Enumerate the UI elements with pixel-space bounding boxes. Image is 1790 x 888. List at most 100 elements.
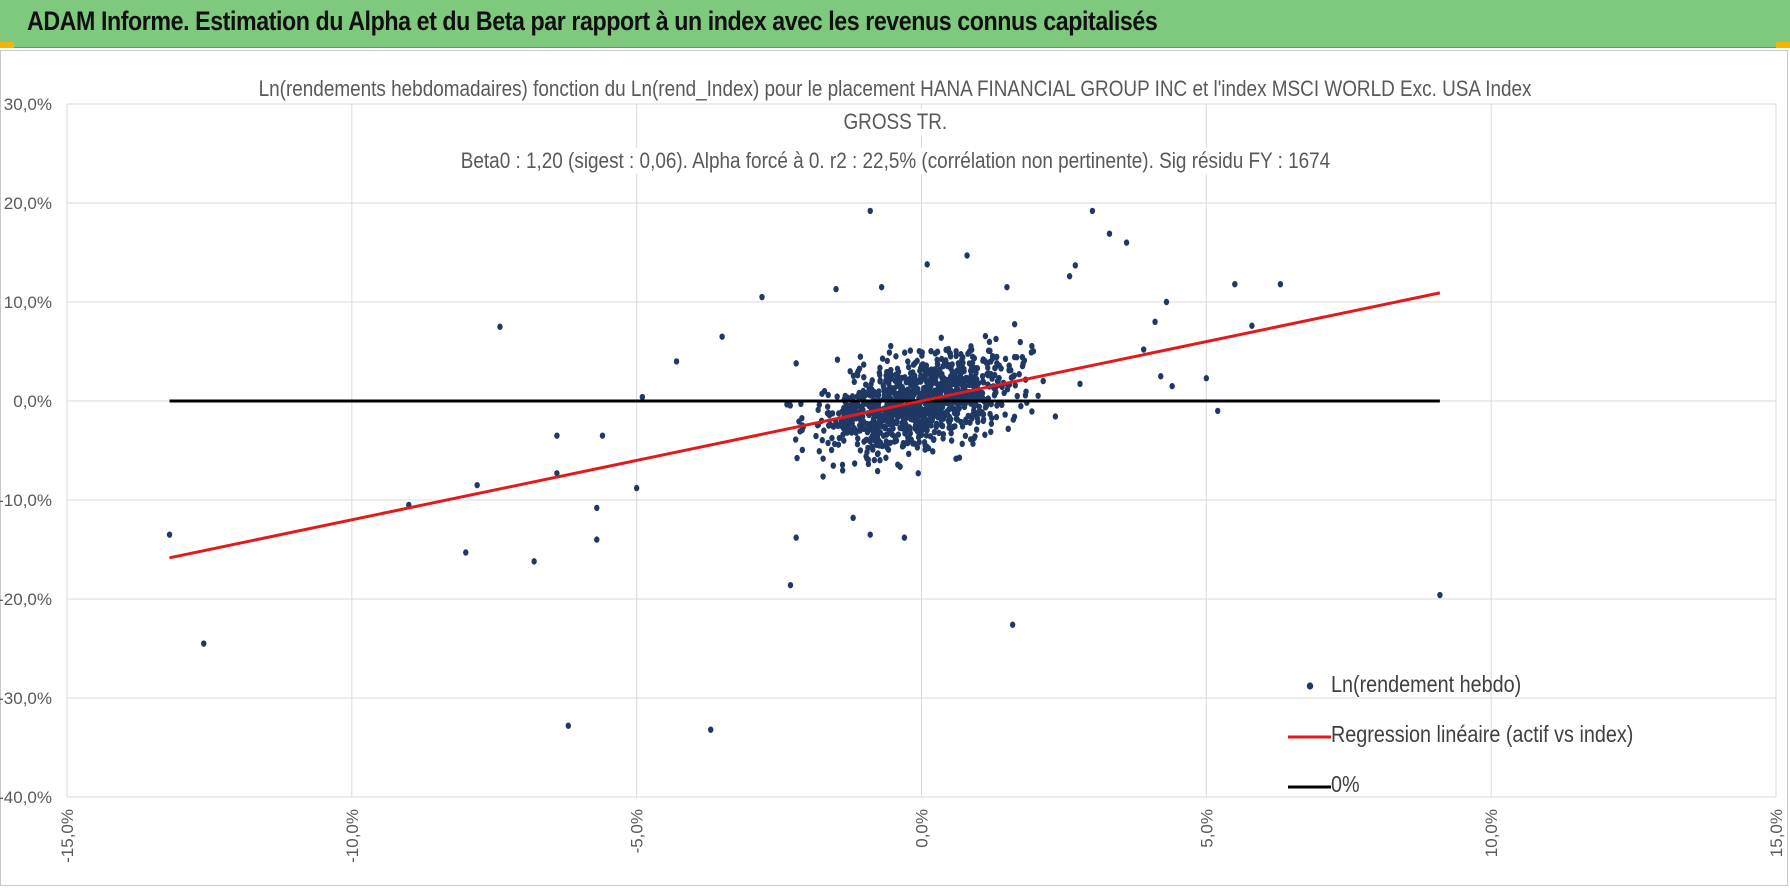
data-point xyxy=(836,434,843,442)
data-point xyxy=(921,363,927,370)
data-point xyxy=(826,412,833,419)
data-point xyxy=(854,440,861,448)
data-point xyxy=(902,349,908,356)
data-point xyxy=(1106,230,1113,237)
data-point xyxy=(797,428,803,435)
data-point xyxy=(900,390,906,398)
data-point xyxy=(784,401,790,408)
data-point xyxy=(874,467,881,475)
data-point xyxy=(918,372,924,380)
data-point xyxy=(968,343,974,350)
x-tick-label: 0,0% xyxy=(913,809,932,848)
chart-frame xyxy=(0,50,1788,886)
data-point xyxy=(1158,373,1164,380)
data-point xyxy=(941,358,948,366)
data-point xyxy=(816,448,822,455)
data-point xyxy=(796,418,802,425)
data-point xyxy=(842,425,849,433)
data-point xyxy=(531,558,537,565)
data-point xyxy=(875,431,881,438)
data-point xyxy=(982,404,989,411)
corner-marker-left xyxy=(0,42,14,48)
data-point xyxy=(1029,408,1035,415)
data-point xyxy=(936,429,942,437)
data-point xyxy=(954,367,960,375)
data-point xyxy=(839,467,846,474)
data-point xyxy=(959,356,965,364)
data-point xyxy=(918,408,925,415)
data-point xyxy=(793,534,799,541)
data-point xyxy=(894,417,900,424)
data-point xyxy=(939,422,946,430)
data-point xyxy=(995,376,1002,383)
legend-label-zero: 0% xyxy=(1331,771,1360,797)
data-point xyxy=(932,387,938,395)
y-tick-label: 10,0% xyxy=(4,293,52,312)
data-point xyxy=(799,446,806,454)
data-point xyxy=(827,420,833,428)
data-point xyxy=(926,377,932,384)
data-point xyxy=(463,549,469,556)
data-point xyxy=(1052,413,1059,420)
data-point xyxy=(877,378,883,385)
data-point xyxy=(900,442,907,449)
data-point xyxy=(969,411,976,419)
x-tick-label: -10,0% xyxy=(343,809,362,863)
x-tick-label: -5,0% xyxy=(628,809,647,853)
data-point xyxy=(850,514,856,522)
data-point xyxy=(933,423,939,431)
data-point xyxy=(951,409,958,417)
data-point xyxy=(972,433,978,440)
data-point xyxy=(787,581,794,589)
data-point xyxy=(1072,262,1079,269)
data-point xyxy=(1140,346,1147,353)
data-point xyxy=(819,436,825,444)
data-point xyxy=(953,394,960,401)
data-point xyxy=(867,531,873,538)
legend-black-line-icon xyxy=(1288,785,1331,789)
data-point xyxy=(884,444,890,451)
data-point xyxy=(980,357,986,364)
data-point xyxy=(936,385,942,392)
data-point xyxy=(870,423,877,430)
data-point xyxy=(815,406,821,414)
data-points xyxy=(166,207,1443,733)
data-point xyxy=(1018,402,1024,410)
data-point xyxy=(899,407,906,415)
data-point xyxy=(913,416,919,423)
data-point xyxy=(913,377,920,384)
data-point xyxy=(987,410,993,418)
data-point xyxy=(895,373,901,380)
data-point xyxy=(869,387,875,395)
data-point xyxy=(906,450,912,458)
corner-marker-right xyxy=(1776,42,1790,48)
data-point xyxy=(857,353,864,360)
data-point xyxy=(864,455,870,462)
chart-title-text-2: GROSS TR. xyxy=(837,109,953,135)
data-point xyxy=(1004,386,1011,393)
data-point xyxy=(828,446,835,454)
data-point xyxy=(819,390,825,397)
data-point xyxy=(594,504,600,512)
data-point xyxy=(1169,382,1175,390)
data-point xyxy=(963,418,969,426)
data-point xyxy=(166,531,173,538)
data-point xyxy=(918,420,924,427)
data-point xyxy=(824,403,831,410)
data-point xyxy=(846,420,852,427)
data-point xyxy=(984,370,990,378)
y-tick-label: 20,0% xyxy=(4,194,52,213)
data-point xyxy=(924,261,930,268)
data-point xyxy=(1005,425,1011,433)
data-point xyxy=(927,433,934,440)
data-point xyxy=(955,406,962,413)
data-point xyxy=(980,411,987,418)
data-point xyxy=(879,355,886,362)
data-point xyxy=(913,388,919,396)
data-point xyxy=(1029,342,1035,350)
data-point xyxy=(953,455,959,462)
data-point xyxy=(1002,355,1009,363)
data-point xyxy=(873,412,880,419)
data-point xyxy=(986,338,993,346)
data-point xyxy=(936,404,942,411)
